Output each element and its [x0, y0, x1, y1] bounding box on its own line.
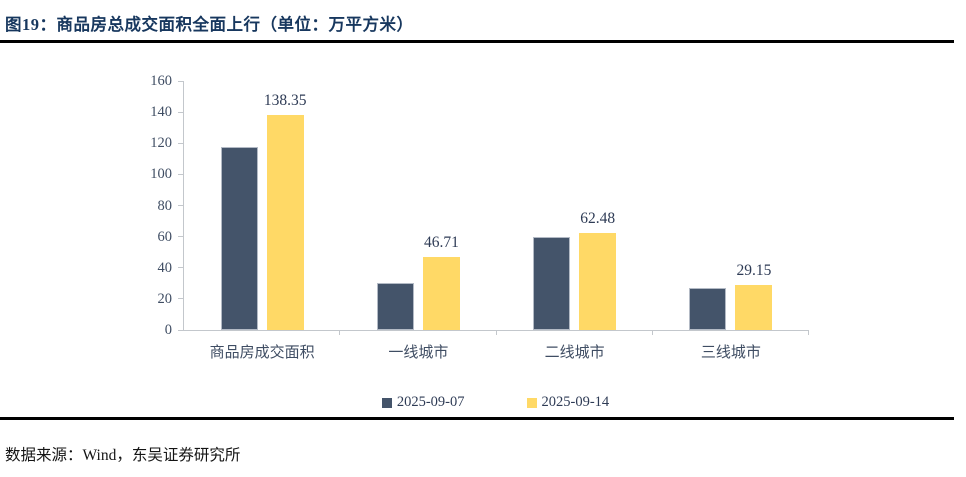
figure-title: 图19：商品房总成交面积全面上行（单位：万平方米） — [5, 15, 414, 34]
source-note: 数据来源：Wind，东吴证券研究所 — [5, 447, 241, 464]
chart-legend: 2025-09-07 2025-09-14 — [183, 394, 808, 411]
y-axis-tick-label: 0 — [164, 322, 172, 338]
y-axis-tick-label: 20 — [157, 290, 173, 307]
legend-label: 2025-09-14 — [541, 394, 610, 410]
plot-area: 0 20 40 60 80 100 120 140 160 商品房成交面积 138.35 一线城市 46… — [150, 73, 809, 361]
y-axis-tick-label: 100 — [150, 166, 172, 183]
bar-2025-09-07 — [533, 236, 571, 330]
bar-2025-09-07 — [376, 283, 414, 330]
y-axis-tick — [178, 205, 183, 206]
footer-divider — [0, 417, 954, 420]
bar-value-label: 62.48 — [580, 209, 616, 227]
legend-item: 2025-09-07 — [381, 394, 465, 411]
y-axis-tick — [178, 111, 183, 113]
y-axis-tick — [178, 329, 183, 331]
category-label: 三线城市 — [700, 345, 761, 361]
y-axis-tick-label: 120 — [150, 135, 172, 152]
bar-2025-09-14 — [266, 114, 304, 330]
y-axis-tick — [178, 298, 183, 300]
x-axis-tick — [339, 330, 341, 335]
category-label: 商品房成交面积 — [209, 345, 315, 361]
y-axis-tick — [178, 142, 183, 144]
bar-2025-09-14 — [579, 232, 617, 330]
category-label: 一线城市 — [388, 345, 449, 361]
y-axis-tick-label: 40 — [157, 259, 173, 276]
x-axis-tick — [651, 330, 653, 335]
y-axis-tick — [178, 236, 183, 238]
category-label: 二线城市 — [544, 345, 605, 361]
y-axis-tick-label: 140 — [150, 104, 172, 121]
bar-2025-09-07 — [689, 287, 727, 330]
bar-value-label: 138.35 — [263, 91, 307, 109]
legend-swatch-2025-09-14 — [526, 397, 537, 408]
x-axis-tick — [808, 330, 809, 335]
y-axis-tick-label: 80 — [157, 197, 173, 214]
title-divider — [0, 40, 954, 43]
bar-2025-09-07 — [220, 147, 258, 330]
legend-item: 2025-09-14 — [526, 394, 610, 411]
bar-2025-09-14 — [422, 257, 460, 330]
legend-label: 2025-09-07 — [396, 394, 465, 410]
y-axis-tick-label: 60 — [157, 228, 173, 245]
y-axis-tick — [178, 173, 183, 175]
bar-2025-09-14 — [735, 284, 773, 330]
legend-swatch-2025-09-07 — [381, 397, 392, 408]
bar-value-label: 46.71 — [423, 234, 459, 252]
y-axis-tick-label: 160 — [150, 73, 172, 89]
y-axis-tick — [178, 80, 183, 82]
y-axis-tick — [178, 267, 183, 269]
bar-value-label: 29.15 — [736, 261, 772, 279]
x-axis-tick — [495, 330, 497, 335]
